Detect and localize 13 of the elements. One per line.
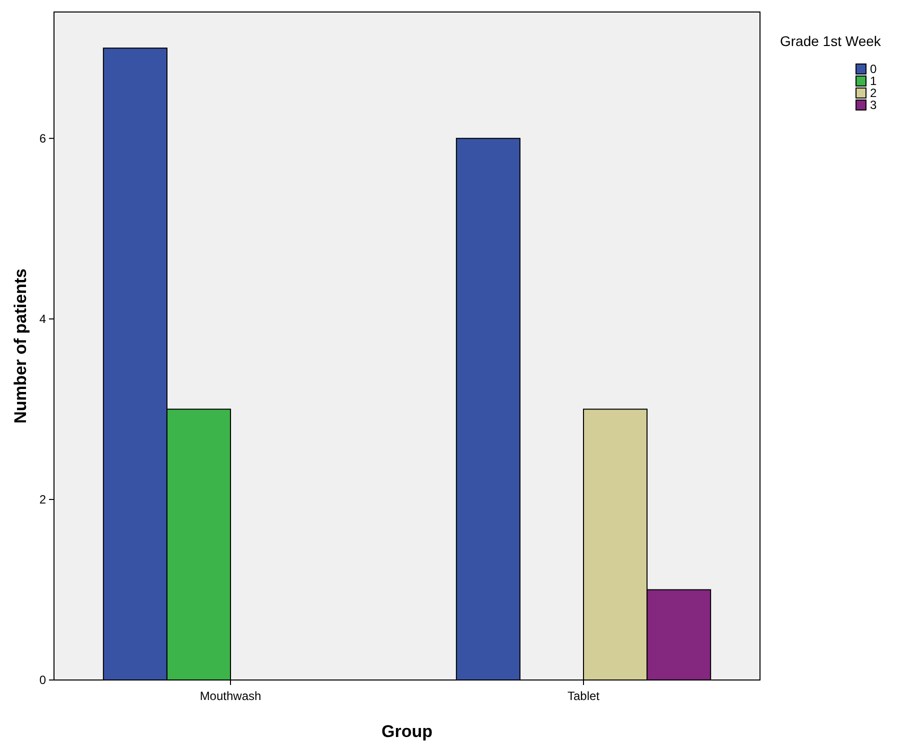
y-tick-label: 6 — [39, 132, 46, 146]
y-tick-label: 4 — [39, 312, 46, 326]
legend-label: 3 — [870, 98, 877, 112]
legend-title: Grade 1st Week — [780, 33, 882, 49]
legend-label: 2 — [870, 86, 877, 100]
y-tick-label: 2 — [39, 492, 46, 507]
legend-label: 1 — [870, 74, 877, 88]
y-axis-title: Number of patients — [11, 268, 30, 424]
x-axis-title: Group — [382, 722, 432, 741]
legend-label: 0 — [870, 62, 877, 76]
y-tick-label: 0 — [39, 673, 46, 688]
x-tick-label: Tablet — [567, 689, 600, 703]
x-tick-label: Mouthwash — [200, 689, 262, 703]
